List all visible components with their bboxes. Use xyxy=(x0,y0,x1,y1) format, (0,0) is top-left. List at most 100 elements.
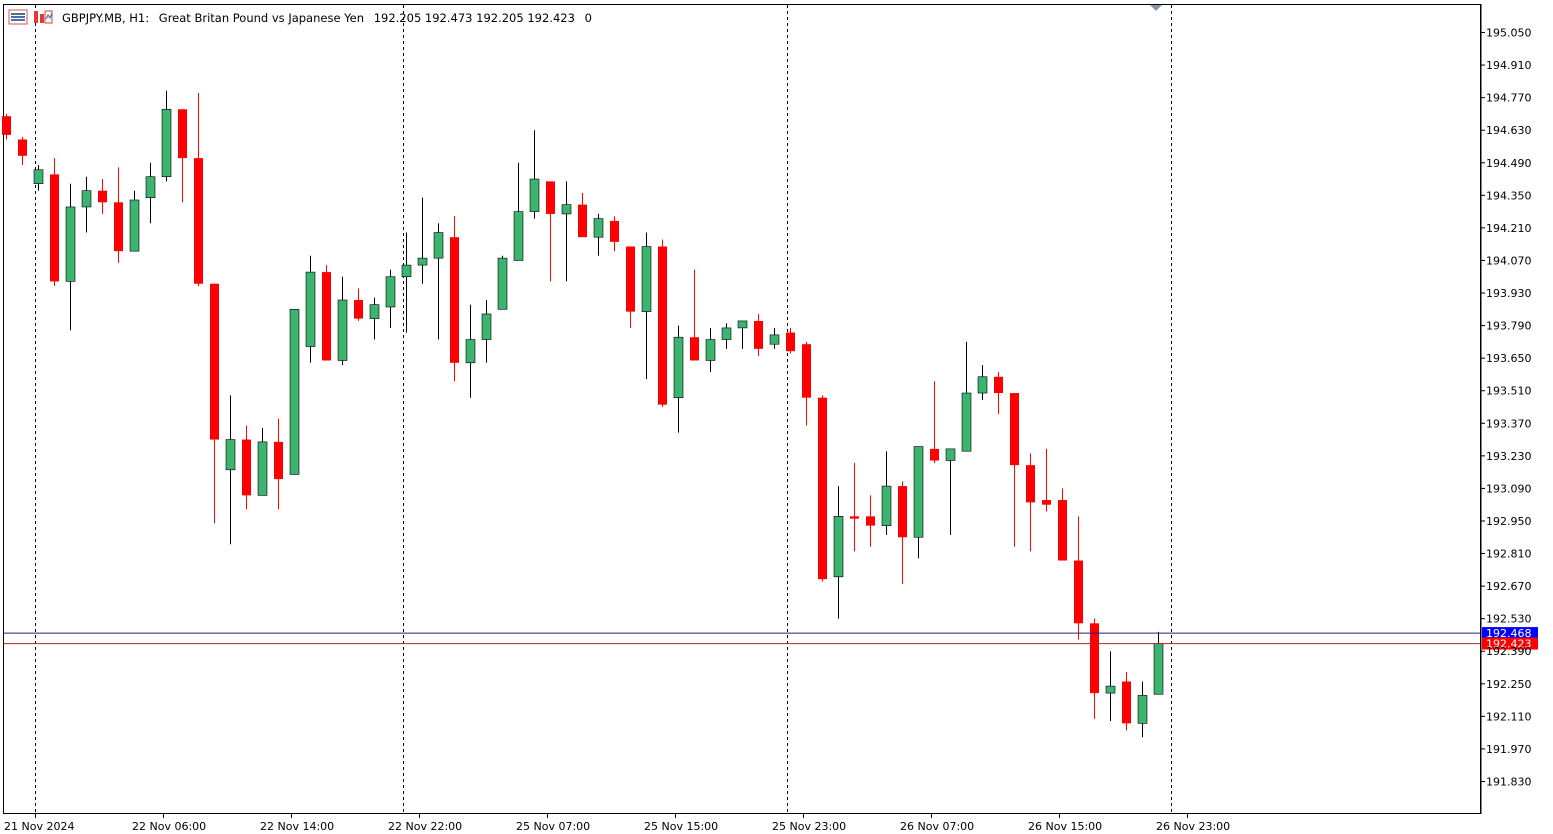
candle xyxy=(417,197,428,284)
candle xyxy=(18,137,27,166)
candle xyxy=(98,179,107,214)
candle xyxy=(641,232,652,380)
candle-body xyxy=(641,246,652,312)
candle-body xyxy=(802,344,811,398)
candle xyxy=(1122,672,1131,731)
candle xyxy=(658,239,667,407)
candle xyxy=(129,190,140,252)
price-tick-label: 194.770 xyxy=(1486,92,1532,105)
candle-body xyxy=(961,392,972,452)
candle xyxy=(994,372,1003,414)
candle xyxy=(786,327,795,354)
candle xyxy=(913,446,924,559)
candle-body xyxy=(98,190,107,203)
svg-text:GBPJPY.MB, H1: Great Brita: GBPJPY.MB, H1: Great Britan Pound vs Jap… xyxy=(62,11,592,25)
candle xyxy=(833,486,844,619)
price-tick-label: 194.350 xyxy=(1486,189,1532,202)
candle xyxy=(450,216,459,382)
time-axis: 21 Nov 2024 22 Nov 06:00 22 Nov 14:00 22 No… xyxy=(4,813,1230,833)
bid-price-tag xyxy=(1482,637,1538,650)
candle xyxy=(433,223,444,340)
candle xyxy=(1026,453,1035,552)
candle-body xyxy=(737,320,748,329)
candle-body xyxy=(529,178,540,212)
candle xyxy=(626,246,635,328)
candle xyxy=(690,269,699,361)
candle-body xyxy=(593,218,604,238)
candle xyxy=(145,162,156,224)
symbol-label: GBPJPY.MB, H1: xyxy=(62,11,149,25)
chart-shift-marker-icon[interactable] xyxy=(1150,5,1162,11)
price-tick-label: 192.530 xyxy=(1486,613,1532,626)
candle xyxy=(50,158,59,287)
time-tick-label: 21 Nov 2024 xyxy=(4,820,74,833)
chart-menu-icon[interactable] xyxy=(8,9,28,25)
candle-body xyxy=(354,300,363,319)
candle-body xyxy=(225,439,236,471)
candle-body xyxy=(50,174,59,282)
candle-body xyxy=(210,283,219,440)
candle xyxy=(161,90,172,182)
time-tick-label: 22 Nov 14:00 xyxy=(260,820,334,833)
candle-body xyxy=(242,439,251,496)
indicator-icon[interactable] xyxy=(34,10,53,24)
candle-body xyxy=(818,397,827,580)
price-tick-label: 193.370 xyxy=(1486,417,1532,430)
candle-body xyxy=(450,237,459,363)
price-tick-label: 193.230 xyxy=(1486,450,1532,463)
candle xyxy=(385,269,396,328)
candle-body xyxy=(1074,560,1083,624)
candle-body xyxy=(161,108,172,178)
candle-body xyxy=(546,181,555,214)
candle xyxy=(513,162,524,261)
candle-body xyxy=(1153,643,1164,695)
candle xyxy=(274,418,283,510)
time-tick-label: 22 Nov 22:00 xyxy=(388,820,462,833)
price-tick-label: 191.830 xyxy=(1486,776,1532,789)
candle xyxy=(337,276,348,366)
candle-body xyxy=(274,441,283,480)
candle xyxy=(210,283,219,524)
candle xyxy=(1105,651,1116,722)
candle xyxy=(737,320,748,349)
candle-body xyxy=(945,448,956,461)
candle xyxy=(802,341,811,426)
candle xyxy=(194,92,203,287)
period-separators xyxy=(35,5,1172,813)
time-tick-label: 25 Nov 15:00 xyxy=(644,820,718,833)
candle-body xyxy=(289,309,300,475)
symbol-description: Great Britan Pound vs Japanese Yen xyxy=(159,11,364,25)
candle xyxy=(818,395,827,582)
candle xyxy=(257,427,268,496)
time-tick-label: 22 Nov 06:00 xyxy=(132,820,206,833)
candle-body xyxy=(626,246,635,312)
candle xyxy=(481,300,492,363)
price-tick-label: 192.110 xyxy=(1486,710,1532,723)
candle-body xyxy=(866,516,875,526)
candle-body xyxy=(578,204,587,238)
price-tick-label: 192.670 xyxy=(1486,580,1532,593)
price-tick-label: 193.090 xyxy=(1486,482,1532,495)
candle-body xyxy=(65,206,76,282)
candle-body xyxy=(322,272,331,361)
candle-body xyxy=(930,448,939,461)
candle-body xyxy=(1010,393,1019,466)
candle xyxy=(529,130,540,219)
time-tick-label: 26 Nov 15:00 xyxy=(1028,820,1102,833)
candle-body xyxy=(178,109,187,159)
candle-body xyxy=(1090,623,1099,694)
candle xyxy=(81,176,92,233)
price-tick-label: 194.210 xyxy=(1486,222,1532,235)
price-tick-label: 195.050 xyxy=(1486,27,1532,40)
volume-value: 0 xyxy=(585,11,592,25)
candle-body xyxy=(1026,465,1035,503)
time-tick-label: 25 Nov 23:00 xyxy=(772,820,846,833)
ask-price-label: 192.468 xyxy=(1486,627,1532,640)
candle-body xyxy=(497,257,508,310)
candle-body xyxy=(401,264,412,278)
candle xyxy=(289,309,300,475)
candle xyxy=(945,448,956,535)
price-tick-label: 192.810 xyxy=(1486,548,1532,561)
price-tick-label: 194.070 xyxy=(1486,254,1532,267)
